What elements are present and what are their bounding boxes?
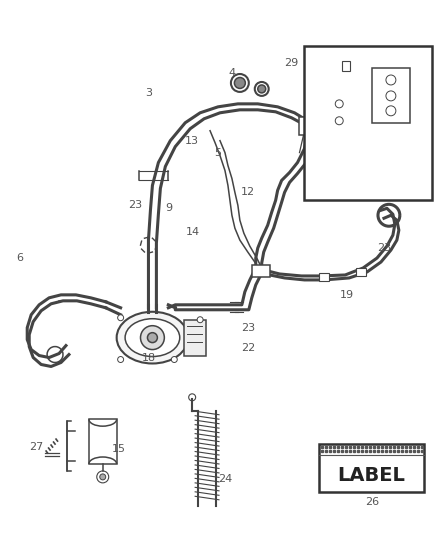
Circle shape <box>100 474 106 480</box>
Circle shape <box>255 82 268 96</box>
Text: 29: 29 <box>284 58 299 68</box>
Circle shape <box>118 315 124 321</box>
Circle shape <box>386 91 396 101</box>
Circle shape <box>386 106 396 116</box>
Text: 19: 19 <box>340 290 354 300</box>
Circle shape <box>118 357 124 362</box>
Text: 23: 23 <box>128 200 143 211</box>
Text: 15: 15 <box>112 444 126 454</box>
Text: 9: 9 <box>165 203 172 213</box>
Text: 23: 23 <box>241 322 255 333</box>
Text: 3: 3 <box>145 88 152 98</box>
Circle shape <box>189 394 196 401</box>
Ellipse shape <box>117 312 188 364</box>
Text: 4: 4 <box>228 68 236 78</box>
Bar <box>356 268 366 276</box>
Circle shape <box>141 326 164 350</box>
Bar <box>372 68 410 123</box>
Bar <box>319 273 329 281</box>
Bar <box>300 117 315 135</box>
Circle shape <box>335 117 343 125</box>
Text: 26: 26 <box>365 497 379 507</box>
Circle shape <box>335 100 343 108</box>
Text: 22: 22 <box>241 343 255 352</box>
Bar <box>184 320 206 356</box>
Text: 23: 23 <box>377 243 391 253</box>
Text: 27: 27 <box>29 442 43 452</box>
Text: 28: 28 <box>390 143 404 154</box>
Text: 25: 25 <box>390 61 404 71</box>
Circle shape <box>148 333 157 343</box>
Text: 14: 14 <box>186 227 200 237</box>
Circle shape <box>234 77 245 88</box>
Text: 24: 24 <box>218 474 232 484</box>
Bar <box>342 61 350 71</box>
Text: 18: 18 <box>141 352 155 362</box>
Circle shape <box>258 85 266 93</box>
Circle shape <box>231 74 249 92</box>
Text: LABEL: LABEL <box>338 466 406 486</box>
Circle shape <box>97 471 109 483</box>
Text: 6: 6 <box>16 253 23 263</box>
Circle shape <box>197 317 203 322</box>
Bar <box>89 419 117 464</box>
Text: 13: 13 <box>185 136 199 146</box>
Circle shape <box>171 357 177 362</box>
Ellipse shape <box>125 319 180 357</box>
Text: 12: 12 <box>241 188 255 197</box>
Bar <box>304 46 431 200</box>
Bar <box>319 444 424 492</box>
Text: 5: 5 <box>215 148 222 158</box>
Bar <box>252 265 270 277</box>
Circle shape <box>386 75 396 85</box>
